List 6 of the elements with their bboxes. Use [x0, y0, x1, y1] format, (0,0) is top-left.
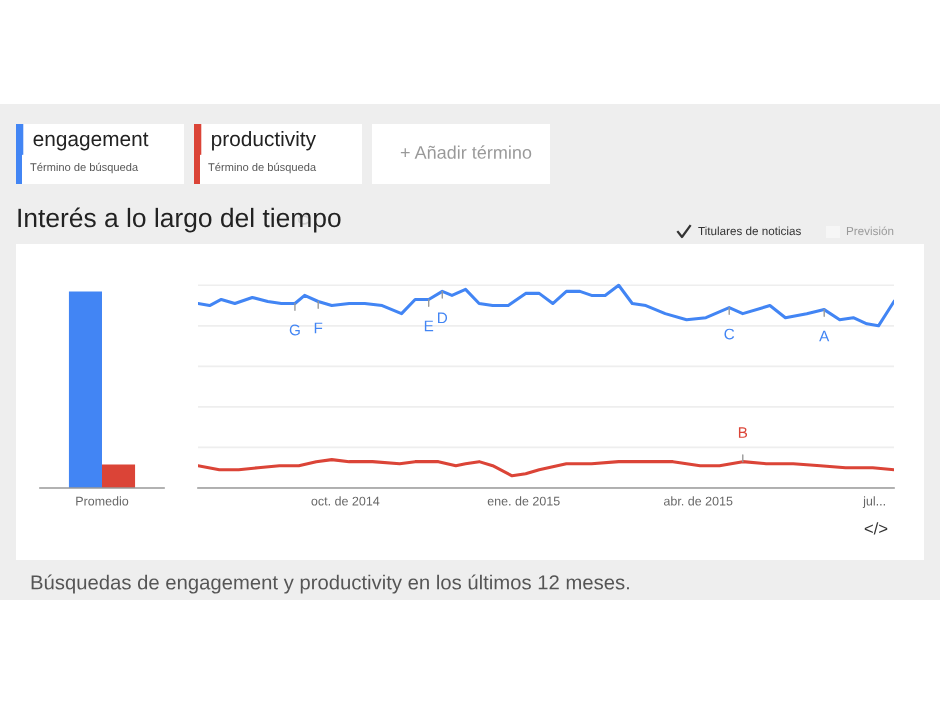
legend-label: engagement [33, 132, 149, 151]
text: Búsquedas de engagement y productivity en los últimos 12 meses. [31, 574, 629, 594]
legend-label: productivity [212, 130, 316, 151]
chart-title: Interés a lo largo del tiempo [18, 207, 341, 233]
text: </> [864, 522, 888, 535]
text: + Añadir término [400, 145, 532, 159]
